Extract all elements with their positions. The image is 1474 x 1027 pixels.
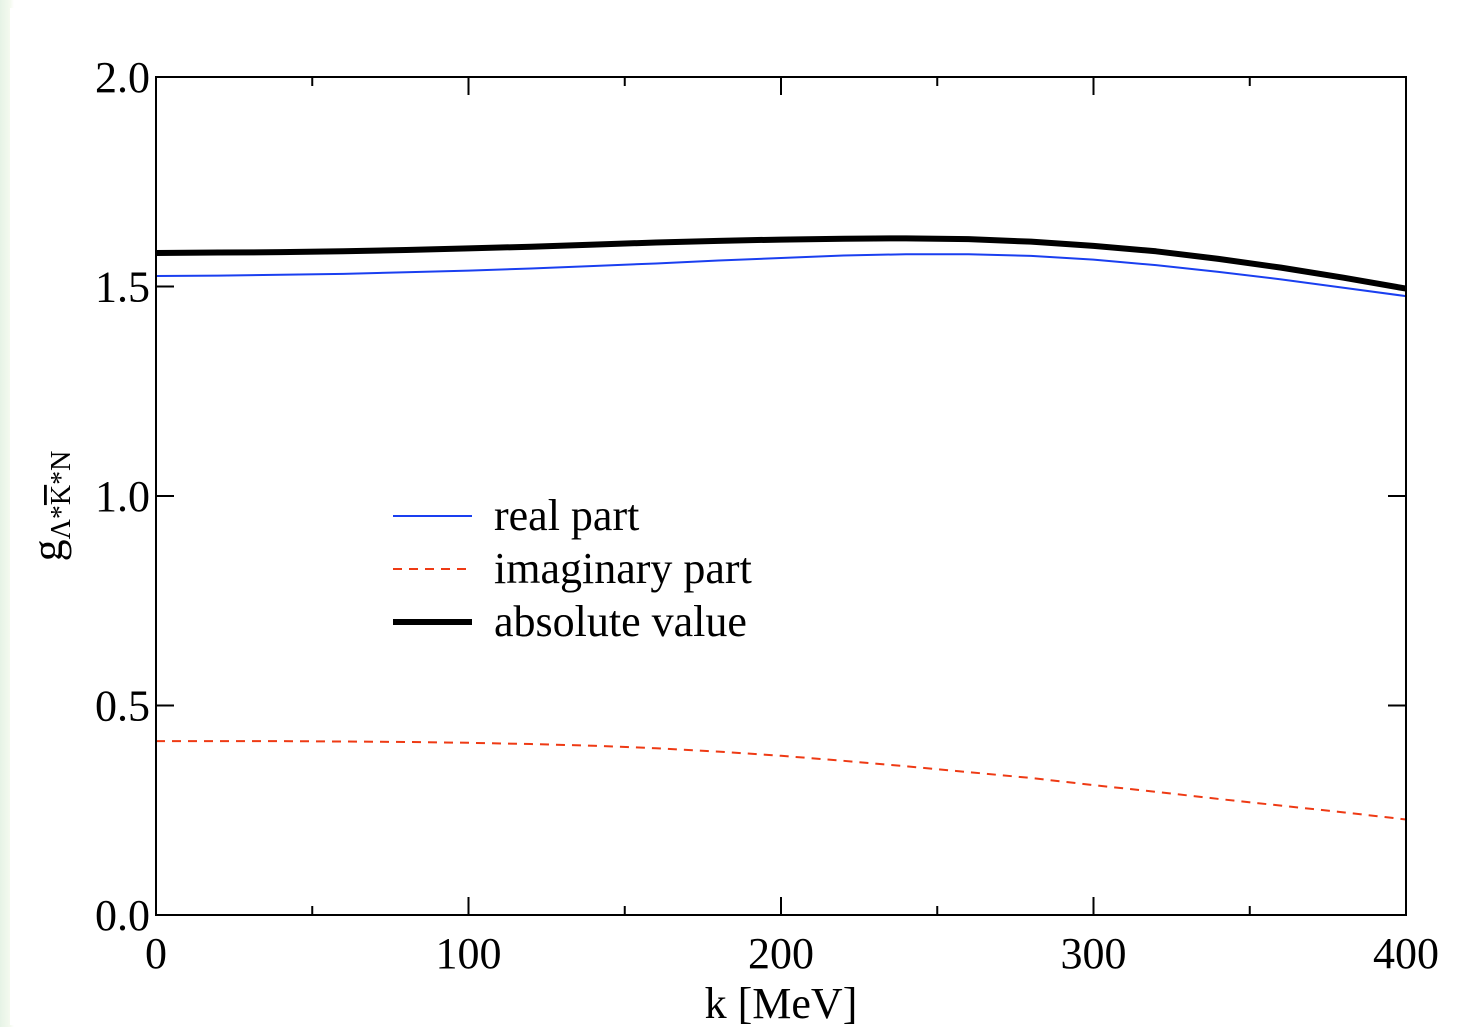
y-axis-label-sub-prefix: Λ* — [46, 505, 77, 539]
series-layer — [155, 235, 1407, 821]
axis-layer: 0 100 200 300 400 0.0 0.5 1.0 1.5 2.0 — [95, 53, 1439, 978]
y-axis-label-base: g — [23, 539, 72, 561]
y-tick-label: 2.0 — [95, 53, 150, 102]
x-tick-label: 0 — [145, 929, 167, 978]
y-axis-label: gΛ*K*N — [23, 451, 77, 562]
series-line-2 — [156, 740, 1407, 821]
x-axis-label: k [MeV] — [705, 979, 858, 1025]
y-axis-label-sub-suffix: *N — [46, 451, 77, 485]
y-axis-label-text: gΛ*K*N — [23, 451, 77, 562]
y-tick-label: 1.5 — [95, 263, 150, 312]
chart: 0 100 200 300 400 0.0 0.5 1.0 1.5 2.0 k [MeV] gΛ*… — [23, 53, 1439, 1025]
y-tick-label: 0.5 — [95, 682, 150, 731]
y-tick-label: 0.0 — [95, 891, 150, 940]
legend-label-2: imaginary part — [494, 544, 752, 593]
series-line-3 — [155, 235, 1407, 292]
y-tick-label: 1.0 — [95, 472, 150, 521]
x-tick-label: 100 — [436, 929, 502, 978]
legend-label-3: absolute value — [494, 597, 747, 646]
y-axis-label-sub-bar: K — [46, 485, 77, 505]
plot-frame: 0 100 200 300 400 0.0 0.5 1.0 1.5 2.0 k [MeV] gΛ*… — [10, 8, 1472, 1025]
plot-area-border — [155, 76, 1407, 916]
legend-label-1: real part — [494, 491, 639, 540]
x-tick-label: 300 — [1061, 929, 1127, 978]
series-line-1 — [155, 253, 1407, 298]
x-tick-label: 200 — [748, 929, 814, 978]
x-tick-label: 400 — [1373, 929, 1439, 978]
